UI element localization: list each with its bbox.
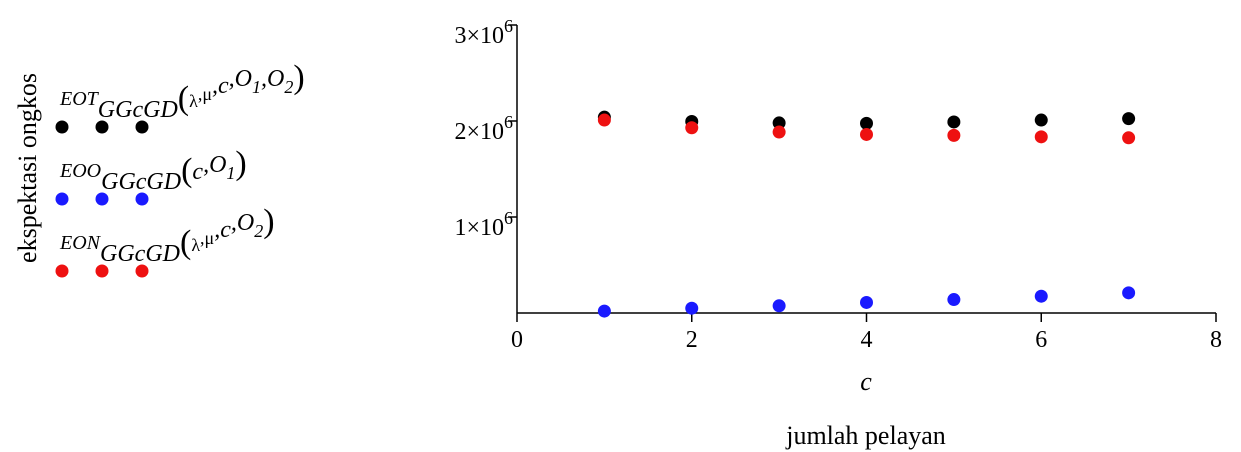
legend-marker xyxy=(95,264,109,278)
legend-marker xyxy=(135,120,149,134)
legend-marker xyxy=(55,120,69,134)
series-1 xyxy=(597,110,1136,130)
x-tick-label: 8 xyxy=(1210,327,1222,353)
y-tick-label: 1×106 xyxy=(454,208,513,241)
legend-entry: EOTGGcGD(λ,μ,c,O1,O2) xyxy=(55,59,305,134)
legend: EOTGGcGD(λ,μ,c,O1,O2) EOOGGcGD(c,O1) EONGG… xyxy=(55,59,305,278)
x-tick-label: 0 xyxy=(511,327,523,353)
series-3 xyxy=(597,113,1136,145)
legend-marker xyxy=(95,120,109,134)
data-point xyxy=(860,116,873,130)
x-tick-label: 2 xyxy=(686,327,698,353)
legend-label: EONGGcGD(λ,μ,c,O2) xyxy=(59,203,275,267)
legend-entry: EOOGGcGD(c,O1) xyxy=(55,145,247,206)
data-point xyxy=(597,113,611,127)
x-axis-symbol: c xyxy=(860,367,872,396)
data-point xyxy=(685,301,699,315)
data-point xyxy=(860,295,873,309)
legend-marker xyxy=(95,192,109,206)
data-point xyxy=(1122,286,1136,300)
data-point xyxy=(597,304,611,318)
data-point xyxy=(1034,289,1048,303)
legend-label: EOTGGcGD(λ,μ,c,O1,O2) xyxy=(59,59,305,123)
data-point xyxy=(947,115,961,129)
legend-marker xyxy=(135,264,149,278)
x-tick-label: 4 xyxy=(861,327,873,353)
data-point xyxy=(860,127,873,141)
legend-entry: EONGGcGD(λ,μ,c,O2) xyxy=(55,203,275,278)
data-point xyxy=(685,121,699,135)
data-point xyxy=(1122,112,1136,126)
data-point xyxy=(772,299,786,313)
series-2 xyxy=(597,286,1136,318)
y-tick-label: 2×106 xyxy=(454,112,513,145)
data-point xyxy=(947,128,961,142)
data-point xyxy=(1034,113,1048,127)
data-point xyxy=(772,125,786,139)
legend-label: EOOGGcGD(c,O1) xyxy=(59,145,247,195)
data-point xyxy=(1034,130,1048,144)
x-axis-label: jumlah pelayan xyxy=(785,421,946,450)
y-axis-label: ekspektasi ongkos xyxy=(13,73,42,263)
data-point xyxy=(947,293,961,307)
data-point xyxy=(1122,131,1136,145)
legend-marker xyxy=(55,264,69,278)
axes: 0 2 4 6 8 1×106 2×106 3×106 xyxy=(454,16,1222,353)
plot-area xyxy=(597,110,1136,318)
legend-marker xyxy=(55,192,69,206)
y-tick-label: 3×106 xyxy=(454,16,513,49)
x-tick-label: 6 xyxy=(1035,327,1047,353)
data-point xyxy=(772,116,786,130)
legend-marker xyxy=(135,192,149,206)
